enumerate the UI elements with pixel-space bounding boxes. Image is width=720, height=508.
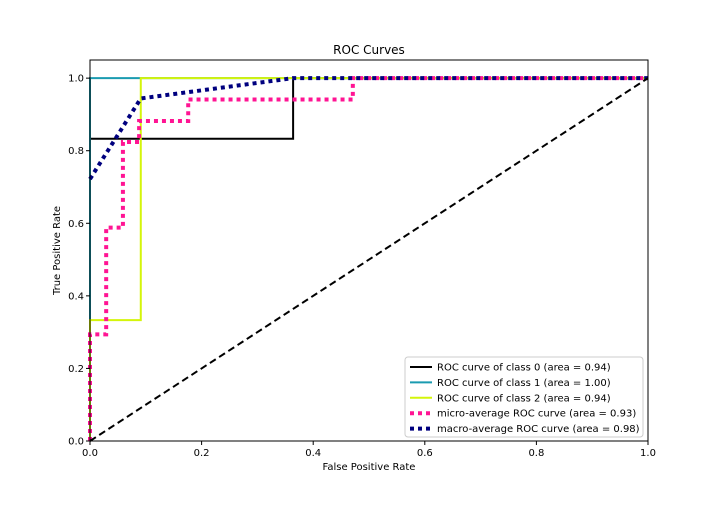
legend-label-1: ROC curve of class 1 (area = 1.00)	[437, 378, 611, 389]
x-tick-label: 0.0	[82, 448, 98, 459]
x-tick-label: 0.2	[194, 448, 210, 459]
x-tick-label: 1.0	[640, 448, 656, 459]
y-tick-label: 0.8	[68, 146, 84, 157]
y-tick-label: 1.0	[68, 74, 84, 85]
series-line-3	[88, 76, 648, 441]
y-tick-label: 0.0	[68, 437, 84, 448]
y-axis-label: True Positive Rate	[52, 206, 63, 296]
series-line-5	[89, 77, 649, 442]
legend: ROC curve of class 0 (area = 0.94) ROC cu…	[404, 356, 644, 438]
legend-box	[404, 356, 644, 438]
x-tick-label: 0.4	[305, 448, 321, 459]
x-tick-label: 0.8	[528, 448, 544, 459]
legend-label-4: macro-average ROC curve (area = 0.98)	[437, 424, 640, 435]
y-tick-label: 0.6	[68, 219, 84, 230]
legend-label-2: ROC curve of class 2 (area = 0.94)	[437, 393, 611, 404]
legend-label-3: micro-average ROC curve (area = 0.93)	[437, 409, 636, 420]
y-tick-label: 0.4	[68, 291, 84, 302]
plot-area-frame	[89, 59, 649, 442]
x-tick-label: 0.6	[417, 448, 433, 459]
x-axis-label: False Positive Rate	[323, 462, 416, 473]
axis-ticks: 0.0 0.2 0.4 0.6 0.8 1.0 0.0 0.2 0.4 0.6 0.8 1.0	[68, 74, 656, 459]
legend-label-0: ROC curve of class 0 (area = 0.94)	[437, 363, 611, 374]
series-line-4	[88, 76, 648, 181]
chart-title: ROC Curves	[333, 43, 405, 57]
y-tick-label: 0.2	[68, 364, 84, 375]
